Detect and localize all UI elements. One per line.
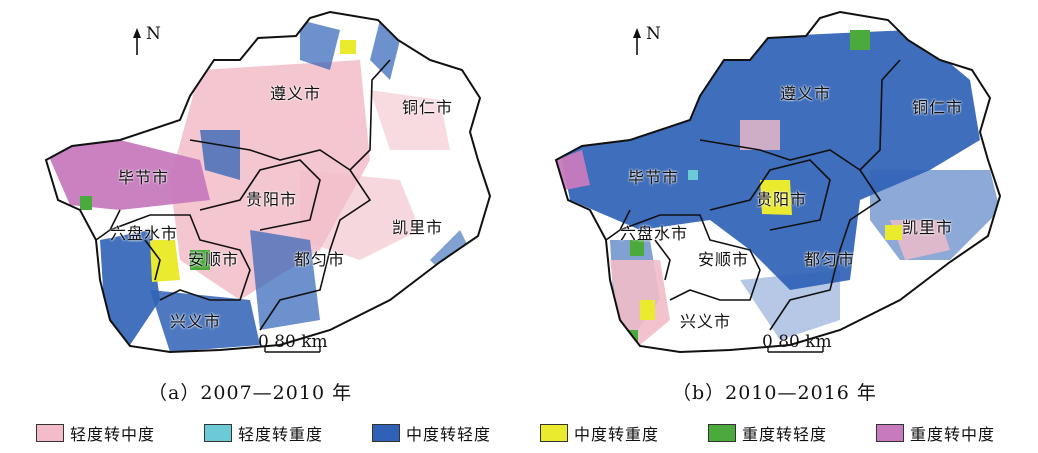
legend-item: 重度转中度: [876, 420, 995, 446]
legend-swatch: [540, 424, 568, 442]
north-label-a: N: [146, 24, 161, 44]
city-label-duyun-a: 都匀市: [294, 250, 346, 269]
city-label-guiyang-b: 贵阳市: [756, 190, 808, 209]
map-panel-b: N 0 80 km 遵义市 铜仁市 毕节市 贵阳市 凯里市 六盘水市 安顺市 都…: [510, 0, 1010, 370]
legend-swatch: [372, 424, 400, 442]
legend-label: 重度转轻度: [742, 425, 828, 444]
north-label-b: N: [646, 24, 661, 44]
map-b-graphic: [554, 10, 1002, 354]
city-label-anshun-b: 安顺市: [698, 250, 750, 269]
boundaries-b: [554, 10, 1002, 354]
city-label-duyun-b: 都匀市: [804, 250, 856, 269]
scale-bar-a: [264, 346, 321, 353]
city-label-kaili-b: 凯里市: [902, 218, 954, 237]
city-label-zunyi-a: 遵义市: [270, 84, 322, 103]
legend-item: 轻度转中度: [36, 420, 155, 446]
legend-item: 重度转轻度: [708, 420, 827, 446]
caption-panel-a: （a）2007—2010 年: [148, 382, 353, 404]
legend-label: 重度转中度: [910, 425, 996, 444]
north-arrow-a: [133, 28, 141, 55]
legend-item: 中度转重度: [540, 420, 659, 446]
caption-panel-b: （b）2010—2016 年: [672, 382, 877, 404]
city-label-tongren-b: 铜仁市: [912, 98, 964, 117]
city-label-kaili-a: 凯里市: [392, 218, 444, 237]
legend-swatch: [876, 424, 904, 442]
map-a-graphic: [44, 10, 492, 354]
legend-swatch: [204, 424, 232, 442]
city-label-anshun-a: 安顺市: [188, 250, 240, 269]
city-label-tongren-a: 铜仁市: [402, 98, 454, 117]
city-label-liupanshui-b: 六盘水市: [620, 224, 689, 243]
legend-label: 中度转轻度: [406, 425, 492, 444]
legend: 轻度转中度 轻度转重度 中度转轻度 中度转重度 重度转轻度 重度转中度: [36, 420, 1026, 446]
scale-label-a: 0 80 km: [258, 332, 328, 352]
city-label-zunyi-b: 遵义市: [780, 84, 832, 103]
city-label-bijie-a: 毕节市: [118, 168, 170, 187]
city-label-xingyi-a: 兴义市: [170, 312, 222, 331]
city-label-xingyi-b: 兴义市: [680, 312, 732, 331]
legend-label: 轻度转中度: [70, 425, 156, 444]
legend-item: 中度转轻度: [372, 420, 491, 446]
city-label-guiyang-a: 贵阳市: [246, 190, 298, 209]
legend-label: 轻度转重度: [238, 425, 324, 444]
city-label-liupanshui-a: 六盘水市: [110, 224, 179, 243]
legend-swatch: [708, 424, 736, 442]
city-label-bijie-b: 毕节市: [628, 168, 680, 187]
north-arrow-b: [633, 28, 641, 55]
legend-label: 中度转重度: [574, 425, 660, 444]
scale-label-b: 0 80 km: [762, 332, 832, 352]
legend-item: 轻度转重度: [204, 420, 323, 446]
boundaries-a: [44, 10, 492, 354]
legend-swatch: [36, 424, 64, 442]
map-panel-a: N 0 80 km 遵义市 铜仁市 毕节市 贵阳市 凯里市 六盘水市 安顺市 都…: [0, 0, 500, 370]
scale-bar-b: [767, 346, 824, 353]
